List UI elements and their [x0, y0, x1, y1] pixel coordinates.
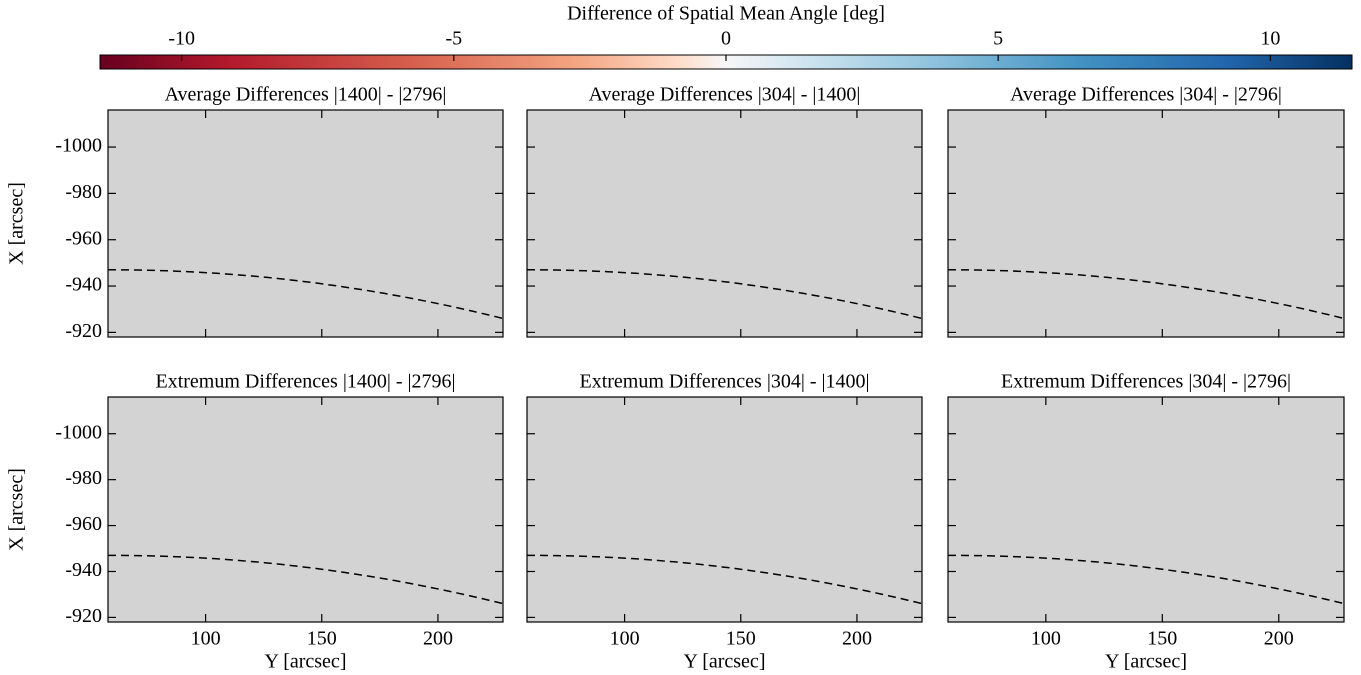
panel-title: Extremum Differences |304| - |2796| — [1001, 371, 1291, 393]
panel-frame — [947, 396, 1345, 623]
x-axis-label: Y [arcsec] — [1105, 651, 1187, 673]
panel-title: Average Differences |1400| - |2796| — [165, 84, 447, 106]
x-tick-label: 150 — [307, 628, 337, 650]
y-tick-label: -980 — [65, 181, 102, 203]
limb-curve — [108, 269, 504, 320]
x-tick-label: 150 — [1147, 628, 1177, 650]
limb-curve — [527, 554, 923, 605]
x-tick-label: 200 — [423, 628, 453, 650]
y-tick-label: -940 — [65, 274, 102, 296]
x-axis-label: Y [arcsec] — [684, 651, 766, 673]
limb-curve — [948, 269, 1345, 320]
image-panel — [527, 110, 922, 337]
colorbar-tick-label: -5 — [445, 28, 462, 50]
panel-title: Average Differences |304| - |2796| — [1010, 84, 1282, 106]
panel-frame — [947, 109, 1345, 338]
x-tick-label: 100 — [191, 628, 221, 650]
limb-curve — [108, 554, 504, 605]
panel-title: Extremum Differences |1400| - |2796| — [155, 371, 455, 393]
y-tick-label: -940 — [65, 559, 102, 581]
y-tick-label: -1000 — [55, 135, 102, 157]
image-panel — [948, 110, 1344, 337]
limb-curve — [948, 554, 1345, 605]
x-tick-label: 100 — [1031, 628, 1061, 650]
image-panel — [108, 397, 503, 622]
x-tick-label: 200 — [1264, 628, 1294, 650]
image-panel — [948, 397, 1344, 622]
x-tick-label: 200 — [842, 628, 872, 650]
y-tick-label: -980 — [65, 467, 102, 489]
y-tick-label: -960 — [65, 513, 102, 535]
x-tick-label: 100 — [610, 628, 640, 650]
y-tick-label: -960 — [65, 227, 102, 249]
panel-frame — [526, 109, 923, 338]
colorbar-tick-label: -10 — [168, 28, 195, 50]
y-axis-label: X [arcsec] — [6, 468, 28, 551]
colorbar-tick-label: 0 — [721, 28, 731, 50]
colorbar-tick-label: 5 — [993, 28, 1003, 50]
panel-frame — [526, 396, 923, 623]
y-tick-label: -1000 — [55, 421, 102, 443]
colorbar-tick-label: 10 — [1260, 28, 1280, 50]
limb-curve — [527, 269, 923, 320]
y-tick-label: -920 — [65, 605, 102, 627]
colorbar-label: Difference of Spatial Mean Angle [deg] — [567, 3, 885, 25]
y-axis-label: X [arcsec] — [6, 182, 28, 265]
panel-title: Extremum Differences |304| - |1400| — [579, 371, 869, 393]
y-tick-label: -920 — [65, 320, 102, 342]
image-panel — [108, 110, 503, 337]
image-panel — [527, 397, 922, 622]
x-axis-label: Y [arcsec] — [265, 651, 347, 673]
x-tick-label: 150 — [726, 628, 756, 650]
panel-frame — [107, 109, 504, 338]
panel-title: Average Differences |304| - |1400| — [589, 84, 861, 106]
panel-frame — [107, 396, 504, 623]
